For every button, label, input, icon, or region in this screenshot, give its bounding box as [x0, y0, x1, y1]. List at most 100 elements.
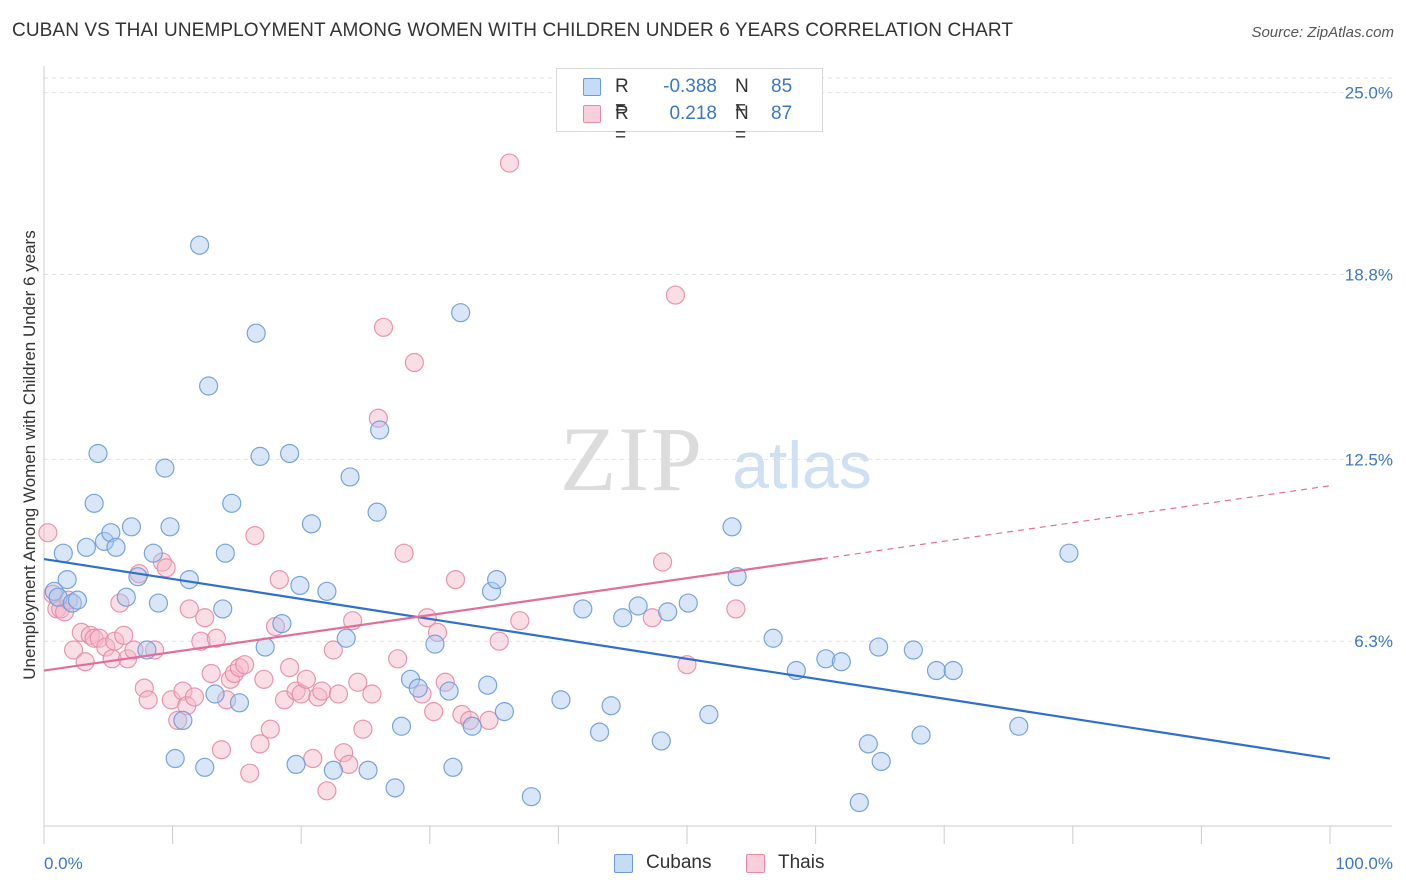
- data-point-thais: [510, 611, 530, 631]
- r-label: R =: [615, 76, 629, 119]
- data-point-thais: [334, 743, 354, 763]
- data-point-cubans: [651, 731, 671, 751]
- data-point-cubans: [199, 376, 219, 396]
- data-point-cubans: [943, 660, 963, 681]
- data-point-cubans: [323, 760, 343, 780]
- data-point-cubans: [521, 787, 541, 807]
- data-point-thais: [184, 687, 205, 707]
- data-point-thais: [489, 631, 509, 651]
- data-point-cubans: [478, 675, 498, 695]
- data-point-thais: [652, 552, 673, 572]
- data-point-cubans: [67, 590, 88, 610]
- data-point-cubans: [1009, 716, 1029, 736]
- legend-label: Thais: [778, 852, 825, 873]
- data-point-thais: [229, 657, 250, 678]
- data-point-cubans: [205, 684, 225, 704]
- data-point-thais: [168, 710, 188, 731]
- thais-swatch: [746, 854, 765, 873]
- n-label: N =: [735, 76, 749, 119]
- data-point-cubans: [272, 613, 292, 634]
- data-point-thais: [427, 622, 448, 643]
- data-point-thais: [424, 701, 444, 722]
- data-point-cubans: [101, 523, 121, 543]
- cubans-swatch: [583, 78, 601, 96]
- data-point-cubans: [48, 587, 68, 607]
- data-point-cubans: [443, 757, 463, 777]
- data-point-thais: [296, 669, 316, 689]
- n-value: 87: [771, 103, 793, 124]
- n-label: N =: [735, 103, 749, 146]
- data-point-thais: [479, 710, 499, 731]
- data-point-thais: [445, 569, 466, 590]
- data-point-cubans: [699, 704, 719, 725]
- data-point-thais: [726, 599, 746, 619]
- data-point-cubans: [255, 637, 275, 657]
- data-point-cubans: [551, 690, 571, 710]
- data-point-cubans: [425, 634, 445, 654]
- data-point-cubans: [195, 757, 215, 777]
- data-point-cubans: [286, 754, 306, 775]
- tick-labels: 6.3% 12.5% 18.8% 25.0% 0.0% 100.0%: [44, 84, 1393, 873]
- data-point-thais: [75, 652, 95, 672]
- trend-line-cubans: [43, 557, 1331, 760]
- data-point-cubans: [246, 323, 266, 343]
- data-point-thais: [114, 625, 134, 645]
- data-point-cubans: [222, 493, 242, 513]
- data-point-cubans: [190, 235, 210, 255]
- data-point-cubans: [53, 543, 73, 563]
- data-point-thais: [173, 681, 193, 701]
- correlation-stats-box: R = -0.388 N = 85 R = 0.218 N = 87: [556, 68, 823, 146]
- data-point-cubans: [116, 587, 136, 607]
- data-point-thais: [388, 649, 408, 669]
- data-point-thais: [195, 608, 215, 628]
- cubans-swatch: [614, 854, 633, 873]
- data-point-cubans: [340, 467, 360, 487]
- y-tick-label: 25.0%: [1345, 84, 1393, 103]
- data-point-thais: [260, 719, 280, 739]
- data-point-cubans: [290, 575, 310, 596]
- data-point-thais: [63, 640, 84, 660]
- data-point-cubans: [370, 420, 390, 440]
- r-label: R =: [615, 103, 629, 146]
- data-point-cubans: [250, 446, 270, 466]
- data-point-thais: [394, 543, 414, 563]
- data-point-thais: [269, 569, 289, 590]
- data-point-thais: [373, 317, 394, 337]
- data-point-cubans: [173, 710, 193, 731]
- data-point-cubans: [1059, 543, 1079, 563]
- series-thais: [38, 153, 746, 801]
- data-point-cubans: [128, 567, 148, 587]
- data-point-cubans: [408, 678, 428, 698]
- data-point-thais: [138, 690, 158, 710]
- axes: [43, 66, 1392, 844]
- data-point-thais: [201, 663, 221, 684]
- data-point-cubans: [589, 722, 610, 742]
- data-point-thais: [254, 669, 274, 689]
- data-point-thais: [134, 678, 154, 698]
- data-point-cubans: [903, 640, 923, 660]
- data-point-cubans: [613, 608, 633, 628]
- data-point-cubans: [57, 569, 77, 590]
- data-point-thais: [317, 781, 337, 801]
- data-point-cubans: [494, 701, 514, 722]
- data-point-thais: [362, 684, 382, 704]
- data-point-thais: [156, 558, 176, 578]
- data-point-cubans: [763, 628, 783, 648]
- data-point-cubans: [816, 649, 836, 669]
- y-tick-label: 12.5%: [1345, 450, 1393, 469]
- trend-lines: [43, 485, 1331, 760]
- data-point-cubans: [121, 517, 142, 537]
- data-point-cubans: [215, 543, 235, 563]
- data-point-cubans: [155, 458, 175, 478]
- data-point-thais: [404, 352, 424, 373]
- data-point-cubans: [439, 681, 459, 701]
- y-tick-label: 6.3%: [1354, 632, 1393, 651]
- data-point-thais: [291, 684, 311, 704]
- data-point-cubans: [148, 593, 169, 613]
- data-point-thais: [348, 672, 368, 692]
- data-point-cubans: [391, 716, 412, 736]
- data-point-cubans: [462, 716, 482, 736]
- data-point-cubans: [106, 537, 126, 557]
- data-point-cubans: [601, 696, 621, 716]
